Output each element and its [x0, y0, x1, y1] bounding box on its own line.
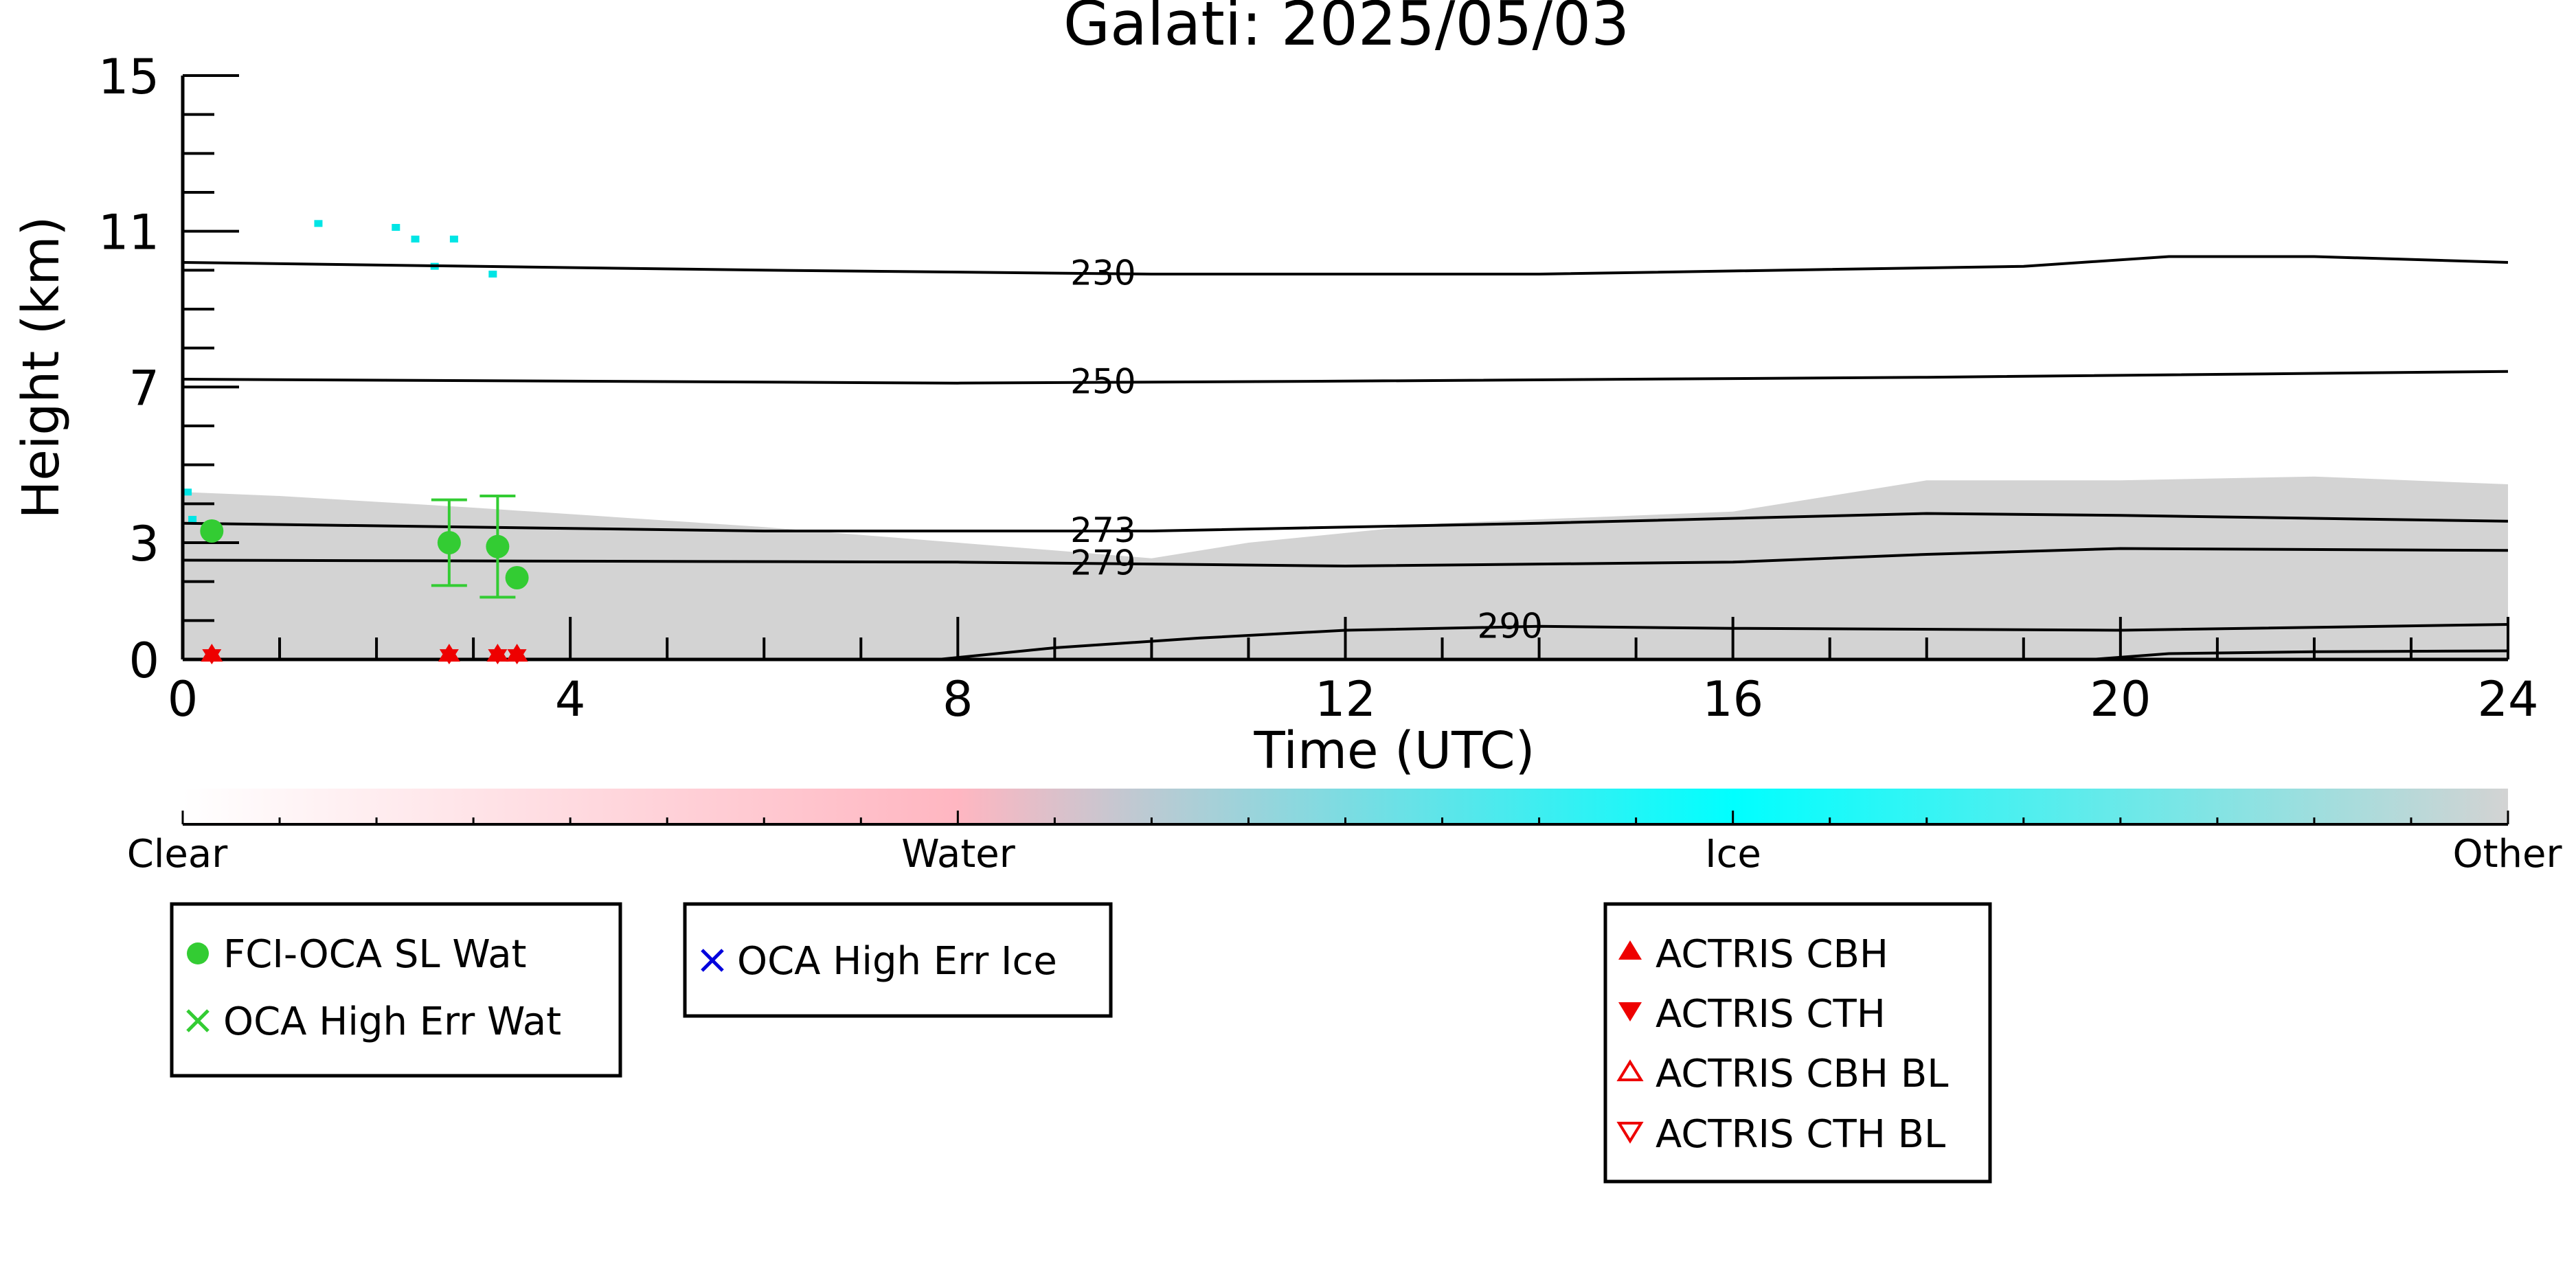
isotherm-line-273 [183, 512, 2508, 532]
ice-patch-6 [183, 488, 192, 496]
y-tick-label-2: 7 [128, 360, 159, 416]
x-tick-label-6: 24 [2477, 671, 2538, 727]
legend-actris: ACTRIS CBH ACTRIS CTH ACTRIS CBH BL ACTR… [1603, 902, 1992, 1184]
ice-patch-5 [488, 271, 497, 278]
legend-oca-ice-label: OCA High Err Ice [737, 939, 1057, 984]
actris-cth-point-1 [439, 649, 459, 665]
isotherm-label-279: 279 [1070, 543, 1136, 583]
axes: 0 4 8 12 16 20 24 0 3 7 11 15 [98, 49, 2539, 727]
actris-cth-point-0 [202, 649, 222, 665]
ice-patch-2 [411, 236, 420, 242]
legend-cth-label: ACTRIS CTH [1656, 992, 1886, 1037]
isotherm-label-230: 230 [1070, 253, 1136, 293]
actris-cth-point-3 [507, 649, 527, 665]
cloud-mask-other [183, 476, 2508, 659]
legend-cth-bl-label: ACTRIS CTH BL [1656, 1112, 1945, 1157]
y-axis-label: Height (km) [12, 216, 71, 519]
y-minor-ticks [183, 113, 214, 622]
data-markers [200, 495, 529, 665]
y-tick-label-0: 0 [128, 633, 159, 689]
legend-ice-box [683, 902, 1113, 1018]
legend-cbh-marker [1618, 940, 1642, 960]
chart-title: Galati: 2025/05/03 [1063, 0, 1629, 59]
fci-oca-point-3 [505, 566, 529, 589]
colorbar-label-water: Water [901, 832, 1016, 877]
legend-oca-ice-marker [701, 949, 724, 972]
legend-cth-bl-marker [1616, 1122, 1644, 1144]
isotherm-label-290: 290 [1478, 607, 1543, 646]
y-ticks: 0 3 7 11 15 [98, 49, 239, 689]
x-tick-label-2: 8 [942, 671, 973, 727]
legend-fci-oca-marker [187, 942, 209, 964]
y-tick-label-3: 11 [98, 205, 159, 261]
x-tick-label-3: 12 [1315, 671, 1376, 727]
x-tick-label-1: 4 [555, 671, 586, 727]
isotherm-line-230 [183, 255, 2508, 275]
x-tick-label-0: 0 [168, 671, 199, 727]
ice-patch-1 [392, 224, 400, 231]
legend-cth-marker [1618, 1002, 1642, 1021]
isotherm-label-250: 250 [1070, 362, 1136, 402]
x-tick-label-4: 16 [1702, 671, 1763, 727]
isotherm-line-290 [938, 623, 2508, 659]
y-tick-label-4: 15 [98, 49, 159, 105]
legend-oca-wat-label: OCA High Err Wat [223, 999, 561, 1044]
fci-oca-point-0 [200, 519, 224, 543]
legend-cbh-bl-marker [1616, 1059, 1644, 1081]
ice-patch-7 [188, 516, 197, 523]
colorbar-label-other: Other [2452, 832, 2562, 877]
isotherm-line-250 [183, 370, 2508, 385]
colorbar-label-clear: Clear [127, 832, 228, 877]
colorbar-ticks [181, 811, 2509, 824]
x-ticks: 0 4 8 12 16 20 24 [168, 617, 2539, 727]
fci-oca-point-1 [437, 531, 461, 554]
colorbar-label-ice: Ice [1705, 832, 1761, 877]
fci-oca-point-2 [486, 534, 510, 558]
legend-oca-wat-marker [186, 1009, 210, 1032]
isotherm-label-273: 273 [1070, 510, 1136, 550]
legend-cbh-label: ACTRIS CBH [1656, 932, 1888, 977]
legend-water: FCI-OCA SL Wat OCA High Err Wat [170, 902, 622, 1078]
colorbar: Clear Water Ice Other [127, 789, 2562, 877]
legend-fci-oca-label: FCI-OCA SL Wat [223, 932, 527, 977]
y-tick-label-1: 3 [128, 516, 159, 572]
isotherm-line-279 [183, 547, 2508, 568]
x-axis-label: Time (UTC) [1253, 721, 1535, 780]
ice-patch-3 [449, 236, 458, 242]
legend-actris-box [1603, 902, 1992, 1184]
legend-ice: OCA High Err Ice [683, 902, 1113, 1018]
x-tick-label-5: 20 [2090, 671, 2151, 727]
actris-cth-point-2 [488, 649, 508, 665]
legend-cbh-bl-label: ACTRIS CBH BL [1656, 1052, 1948, 1096]
legend-water-box [170, 902, 622, 1078]
ice-patch-0 [314, 220, 323, 227]
